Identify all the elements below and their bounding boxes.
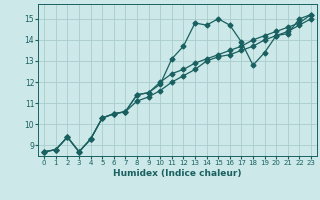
X-axis label: Humidex (Indice chaleur): Humidex (Indice chaleur) (113, 169, 242, 178)
